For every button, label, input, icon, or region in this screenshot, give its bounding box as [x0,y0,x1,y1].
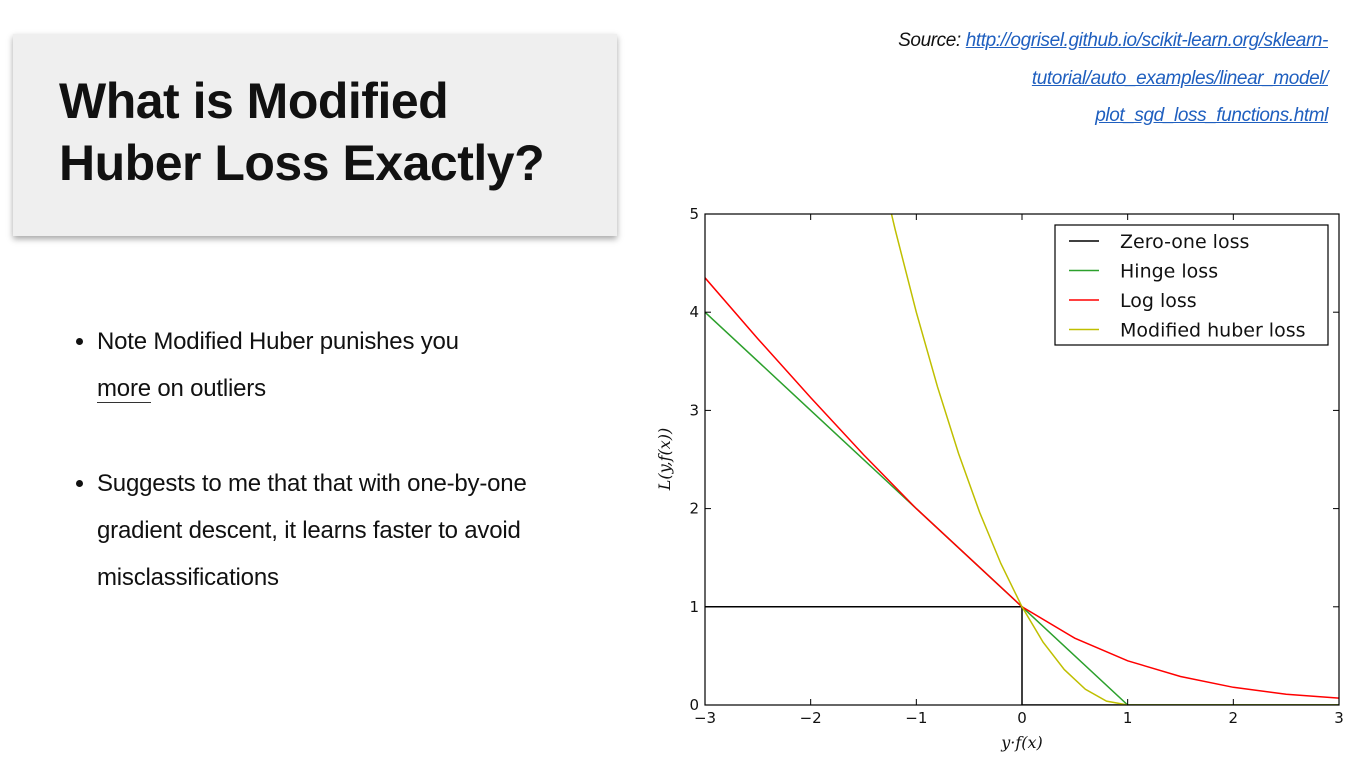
x-tick-label: −1 [905,709,927,727]
y-tick-label: 5 [689,205,699,223]
series-line-modified-huber-loss [890,214,1339,705]
legend-label: Log loss [1120,290,1197,312]
series-line-zero-one-loss [705,606,1339,705]
y-tick-label: 3 [689,401,699,419]
x-tick-label: 2 [1229,709,1239,727]
bullet-item-gradient-descent: Suggests to me that that with one-by-one… [97,460,577,601]
legend-label: Hinge loss [1120,261,1218,283]
bullet-1-tail: on outliers [150,375,266,402]
y-tick-label: 2 [689,500,699,518]
x-tick-label: 3 [1334,709,1344,727]
legend-label: Modified huber loss [1120,320,1306,342]
title-line-2: Huber Loss Exactly? [59,135,545,191]
x-tick-label: 0 [1017,709,1027,727]
loss-function-chart: −3 −2 −1 0 1 2 3 0 1 2 3 4 5 y·f(x) L(y,f(x)) Zero-o… [655,205,1344,752]
source-link-line-1[interactable]: http://ogrisel.github.io/scikit-learn.or… [965,30,1329,51]
source-label: Source: [898,30,961,51]
y-tick-label: 0 [689,696,699,714]
series-layer [705,214,1339,705]
bullet-list: Note Modified Huber punishes you more on … [70,318,577,649]
bullet-1-emphasis: more [97,375,151,403]
title-line-1: What is Modified [59,73,449,129]
y-tick-label: 4 [689,303,699,321]
legend-label: Zero-one loss [1120,231,1249,253]
y-axis-label: L(y,f(x)) [655,428,674,492]
bullet-2-text: Suggests to me that that with one-by-one… [97,470,527,591]
source-citation: Source: http://ogrisel.github.io/scikit-… [728,22,1328,135]
bullet-item-outliers: Note Modified Huber punishes you more on … [97,318,577,412]
x-tick-label: −2 [800,709,822,727]
source-link-line-3[interactable]: plot_sgd_loss_functions.html [1095,105,1328,126]
x-tick-label: −3 [694,709,716,727]
x-axis-label: y·f(x) [1000,733,1043,752]
source-link-line-2[interactable]: tutorial/auto_examples/linear_model/ [1031,67,1329,89]
legend-box [1054,224,1329,346]
title-card: What is Modified Huber Loss Exactly? [13,34,617,236]
ticks-layer: −3 −2 −1 0 1 2 3 0 1 2 3 4 5 [689,205,1343,727]
bullet-1-text: Note Modified Huber punishes you [97,328,459,355]
x-tick-label: 1 [1123,709,1133,727]
slide-title: What is Modified Huber Loss Exactly? [59,70,545,194]
y-tick-label: 1 [689,598,699,616]
chart-legend: Zero-one loss Hinge loss Log loss Modified … [1054,224,1329,346]
